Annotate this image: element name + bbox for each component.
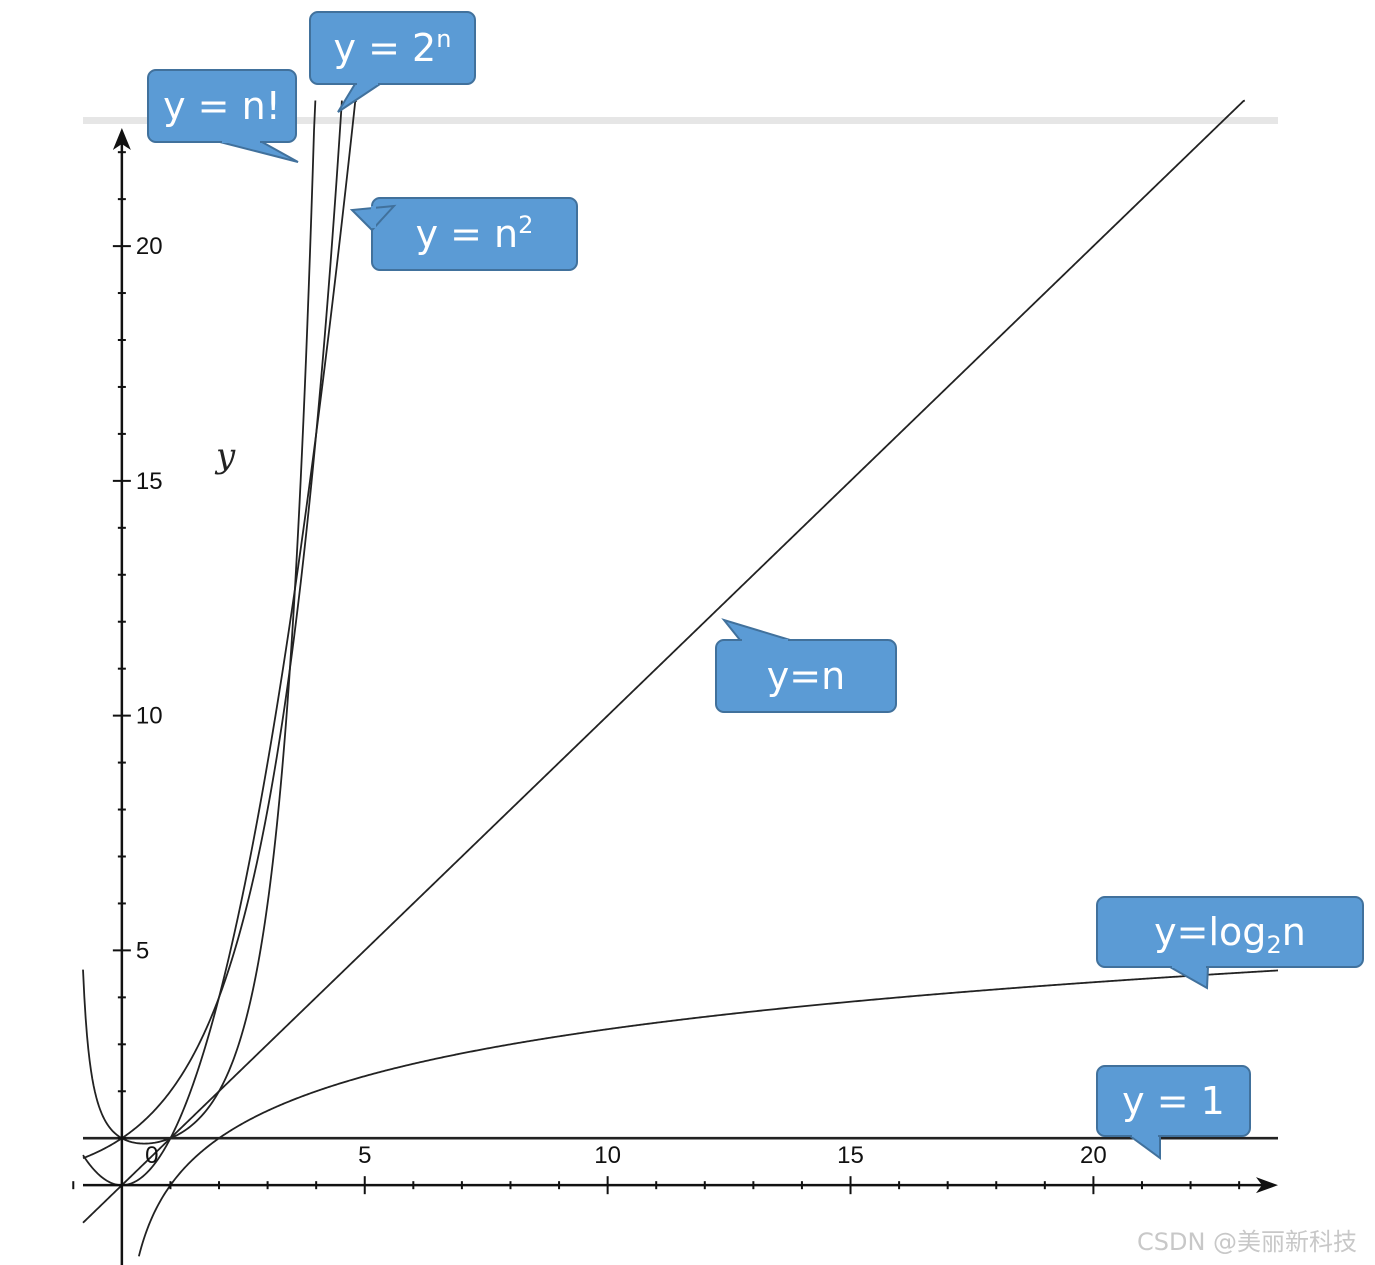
series-line-2 — [82, 99, 358, 1187]
callout-box — [1096, 1065, 1251, 1137]
callout-box — [309, 11, 476, 85]
callout-box — [371, 197, 578, 271]
callout-seam — [1172, 963, 1206, 968]
callout-label-main: y=n — [767, 654, 845, 698]
y-tick-label: 10 — [136, 703, 163, 730]
callout-2: y = n2 — [349, 197, 578, 271]
y-tick-label: 15 — [136, 468, 163, 495]
x-tick-label: 15 — [837, 1142, 864, 1169]
series-line-4 — [137, 969, 1279, 1257]
callout-label: y = 1 — [1122, 1079, 1225, 1123]
axis-tick-labels: 5 10 15 20 0 5 10 15 20 — [136, 233, 1107, 1169]
callout-1: y = 2n — [309, 11, 476, 113]
callout-box — [715, 639, 897, 713]
curves-layer — [82, 99, 1279, 1257]
callout-label: y = n! — [163, 84, 281, 128]
callout-3: y=n — [715, 618, 897, 713]
y-tick-label: 5 — [136, 937, 149, 964]
top-border-band — [83, 117, 1278, 124]
callout-pointer — [219, 141, 299, 163]
callout-pointer — [337, 83, 384, 113]
series-line-0 — [82, 100, 317, 1145]
callout-seam — [742, 639, 788, 644]
x-tick-label: 10 — [594, 1142, 621, 1169]
callout-label: y = n2 — [416, 211, 534, 256]
callout-pointer — [721, 618, 791, 641]
callout-box — [1096, 896, 1364, 968]
callout-seam — [371, 206, 376, 228]
callout-label-main: y = n — [416, 212, 519, 256]
y-axis-label: y — [214, 436, 236, 476]
watermark-text: CSDN @美丽新科技 — [1137, 1228, 1357, 1256]
callout-label-main: y = 2 — [334, 26, 437, 70]
y-axis-arrow-icon — [112, 128, 131, 150]
callout-label: y=log2n — [1154, 910, 1306, 959]
callout-0: y = n! — [147, 69, 299, 163]
callout-label-subscript: 2 — [1266, 931, 1281, 959]
callout-label-main: y = 1 — [1122, 1079, 1225, 1123]
callout-5: y = 1 — [1096, 1065, 1251, 1160]
callout-4: y=log2n — [1096, 896, 1364, 990]
callout-seam — [222, 138, 260, 143]
callout-label-tail: n — [1282, 910, 1306, 954]
series-line-3 — [82, 99, 1246, 1224]
axis-ticks — [72, 151, 1241, 1195]
callout-label: y = 2n — [334, 25, 452, 70]
callout-label-main: y = n! — [163, 84, 281, 128]
callout-seam — [1132, 1132, 1158, 1137]
series-line-1 — [82, 100, 343, 1160]
callout-pointer — [1126, 1135, 1161, 1160]
callout-label-superscript: 2 — [518, 211, 533, 239]
callout-label-superscript: n — [436, 25, 451, 53]
callout-label: y=n — [767, 654, 845, 698]
x-tick-label: 0 — [145, 1142, 158, 1169]
callout-label-main: y=log — [1154, 910, 1266, 954]
y-tick-label: 20 — [136, 233, 163, 260]
callout-seam — [357, 80, 378, 85]
axes-layer: 5 10 15 20 0 5 10 15 20 — [72, 128, 1278, 1265]
x-tick-label: 5 — [358, 1142, 371, 1169]
x-tick-label: 20 — [1080, 1142, 1107, 1169]
x-axis-arrow-icon — [1256, 1177, 1278, 1194]
